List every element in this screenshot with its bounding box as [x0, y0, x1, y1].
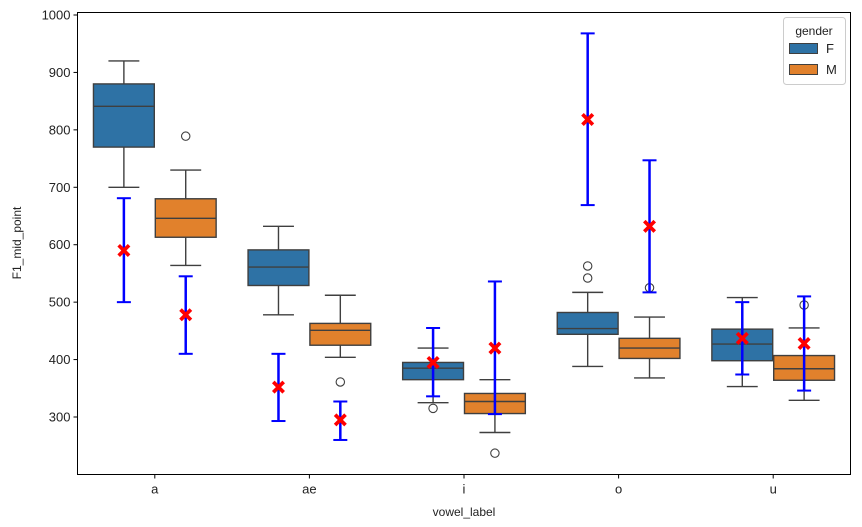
box-F-ae — [247, 225, 310, 316]
y-tick-label: 800 — [49, 122, 71, 137]
boxes-layer — [92, 60, 836, 458]
legend-patch-f — [789, 43, 818, 54]
mean-marker — [426, 355, 440, 369]
mean-marker — [797, 336, 811, 350]
mean-marker — [735, 331, 749, 345]
errorbar-F-o — [580, 32, 595, 207]
x-axis: a ae i o u — [151, 474, 777, 497]
errorbar-M-a — [178, 275, 193, 355]
x-tick-label: a — [151, 482, 159, 497]
y-axis-label: F1_mid_point — [10, 206, 24, 279]
y-axis: 300 400 500 600 700 800 900 1000 — [42, 8, 78, 425]
outlier-point — [582, 261, 593, 271]
box-F-o — [556, 261, 619, 368]
mean-marker — [581, 113, 595, 127]
errorbars-layer — [116, 32, 812, 441]
x-tick-label: o — [615, 482, 622, 497]
legend-patch-m — [789, 64, 818, 75]
legend-label-f: F — [826, 41, 834, 56]
errorbar-M-i — [487, 280, 502, 416]
box-M-a — [154, 131, 217, 267]
x-tick-label: u — [770, 482, 777, 497]
errorbar-F-u — [735, 301, 750, 376]
box-M-o — [618, 283, 681, 379]
mean-marker — [271, 380, 285, 394]
errorbar-F-ae — [271, 352, 286, 423]
outlier-point — [582, 273, 593, 283]
outlier-point — [335, 377, 346, 387]
x-axis-label: vowel_label — [433, 505, 496, 519]
outlier-point — [180, 131, 191, 141]
y-tick-label: 1000 — [42, 8, 71, 23]
mean-marker — [117, 243, 131, 257]
legend: gender F M — [783, 17, 846, 85]
mean-marker — [488, 341, 502, 355]
outlier-point — [490, 448, 500, 458]
errorbar-F-i — [426, 326, 441, 398]
y-tick-label: 600 — [49, 237, 71, 252]
mean-marker — [643, 219, 657, 233]
y-tick-label: 300 — [49, 410, 71, 425]
errorbar-M-u — [797, 295, 812, 392]
y-tick-label: 500 — [49, 295, 71, 310]
errorbar-M-o — [642, 159, 657, 294]
x-tick-label: i — [463, 482, 466, 497]
y-tick-label: 400 — [49, 352, 71, 367]
mean-marker — [333, 413, 347, 427]
box-F-a — [92, 60, 155, 188]
outlier-point — [428, 403, 438, 414]
errorbar-M-ae — [333, 400, 348, 441]
box-iqr — [92, 83, 155, 148]
x-tick-label: ae — [302, 482, 316, 497]
box-M-ae — [309, 294, 372, 387]
y-tick-label: 700 — [49, 180, 71, 195]
box-iqr — [556, 311, 619, 336]
legend-label-m: M — [826, 62, 837, 77]
legend-title: gender — [795, 24, 832, 38]
y-tick-label: 900 — [49, 65, 71, 80]
box-iqr — [309, 322, 372, 346]
mean-marker — [179, 308, 193, 322]
errorbar-F-a — [116, 197, 131, 304]
